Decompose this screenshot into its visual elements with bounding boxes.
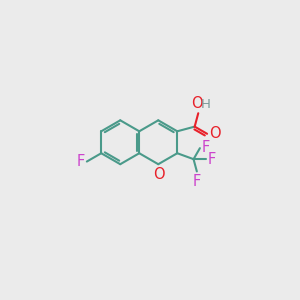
Text: F: F	[76, 154, 85, 169]
Text: F: F	[202, 140, 210, 155]
Text: O: O	[191, 96, 203, 111]
Text: H: H	[201, 98, 211, 111]
Text: F: F	[193, 174, 201, 189]
Text: F: F	[208, 152, 216, 167]
Text: O: O	[153, 167, 165, 182]
Text: O: O	[209, 126, 221, 141]
